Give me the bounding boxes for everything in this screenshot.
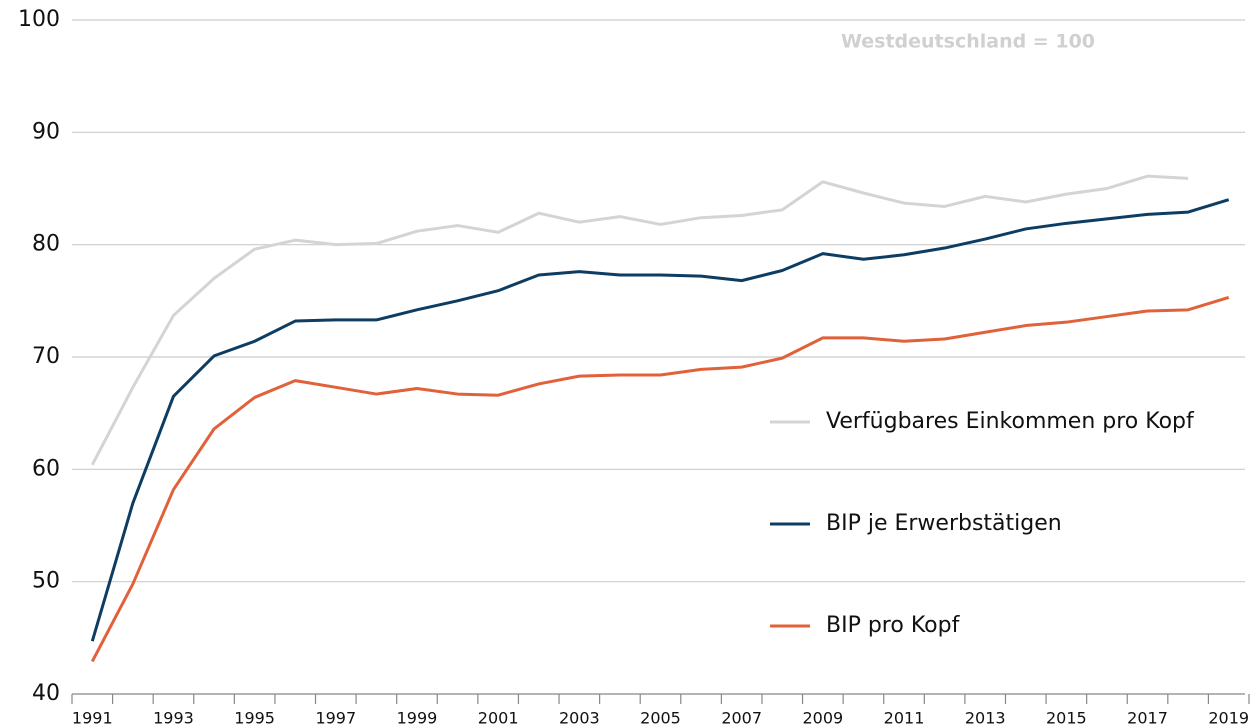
x-tick-label: 2003 (559, 709, 600, 728)
x-tick-label: 1991 (72, 709, 113, 728)
x-tick-label: 1993 (153, 709, 194, 728)
series-line (90, 174, 1189, 466)
series-line (90, 296, 1230, 663)
y-tick-label: 80 (32, 232, 60, 257)
series-line (90, 198, 1230, 642)
x-tick-label: 1999 (397, 709, 438, 728)
x-tick-label: 2007 (721, 709, 762, 728)
x-tick-label: 2001 (478, 709, 519, 728)
x-tick-label: 1997 (315, 709, 356, 728)
y-tick-label: 70 (32, 344, 60, 369)
x-tick-label: 2005 (640, 709, 681, 728)
x-tick-label: 2015 (1046, 709, 1087, 728)
x-tick-label: 2013 (965, 709, 1006, 728)
legend-label: Verfügbares Einkommen pro Kopf (826, 409, 1195, 434)
x-tick-label: 1995 (234, 709, 275, 728)
x-tick-label: 2011 (884, 709, 925, 728)
y-tick-label: 100 (18, 7, 60, 32)
y-tick-label: 60 (32, 456, 60, 481)
y-tick-label: 40 (32, 681, 60, 706)
x-tick-label: 2009 (802, 709, 843, 728)
y-tick-label: 90 (32, 119, 60, 144)
legend-label: BIP pro Kopf (826, 613, 961, 638)
legend-label: BIP je Erwerbstätigen (826, 511, 1062, 536)
y-tick-label: 50 (32, 569, 60, 594)
annotation: Westdeutschland = 100 (841, 31, 1095, 53)
x-tick-label: 2019 (1208, 709, 1249, 728)
x-tick-label: 2017 (1127, 709, 1168, 728)
